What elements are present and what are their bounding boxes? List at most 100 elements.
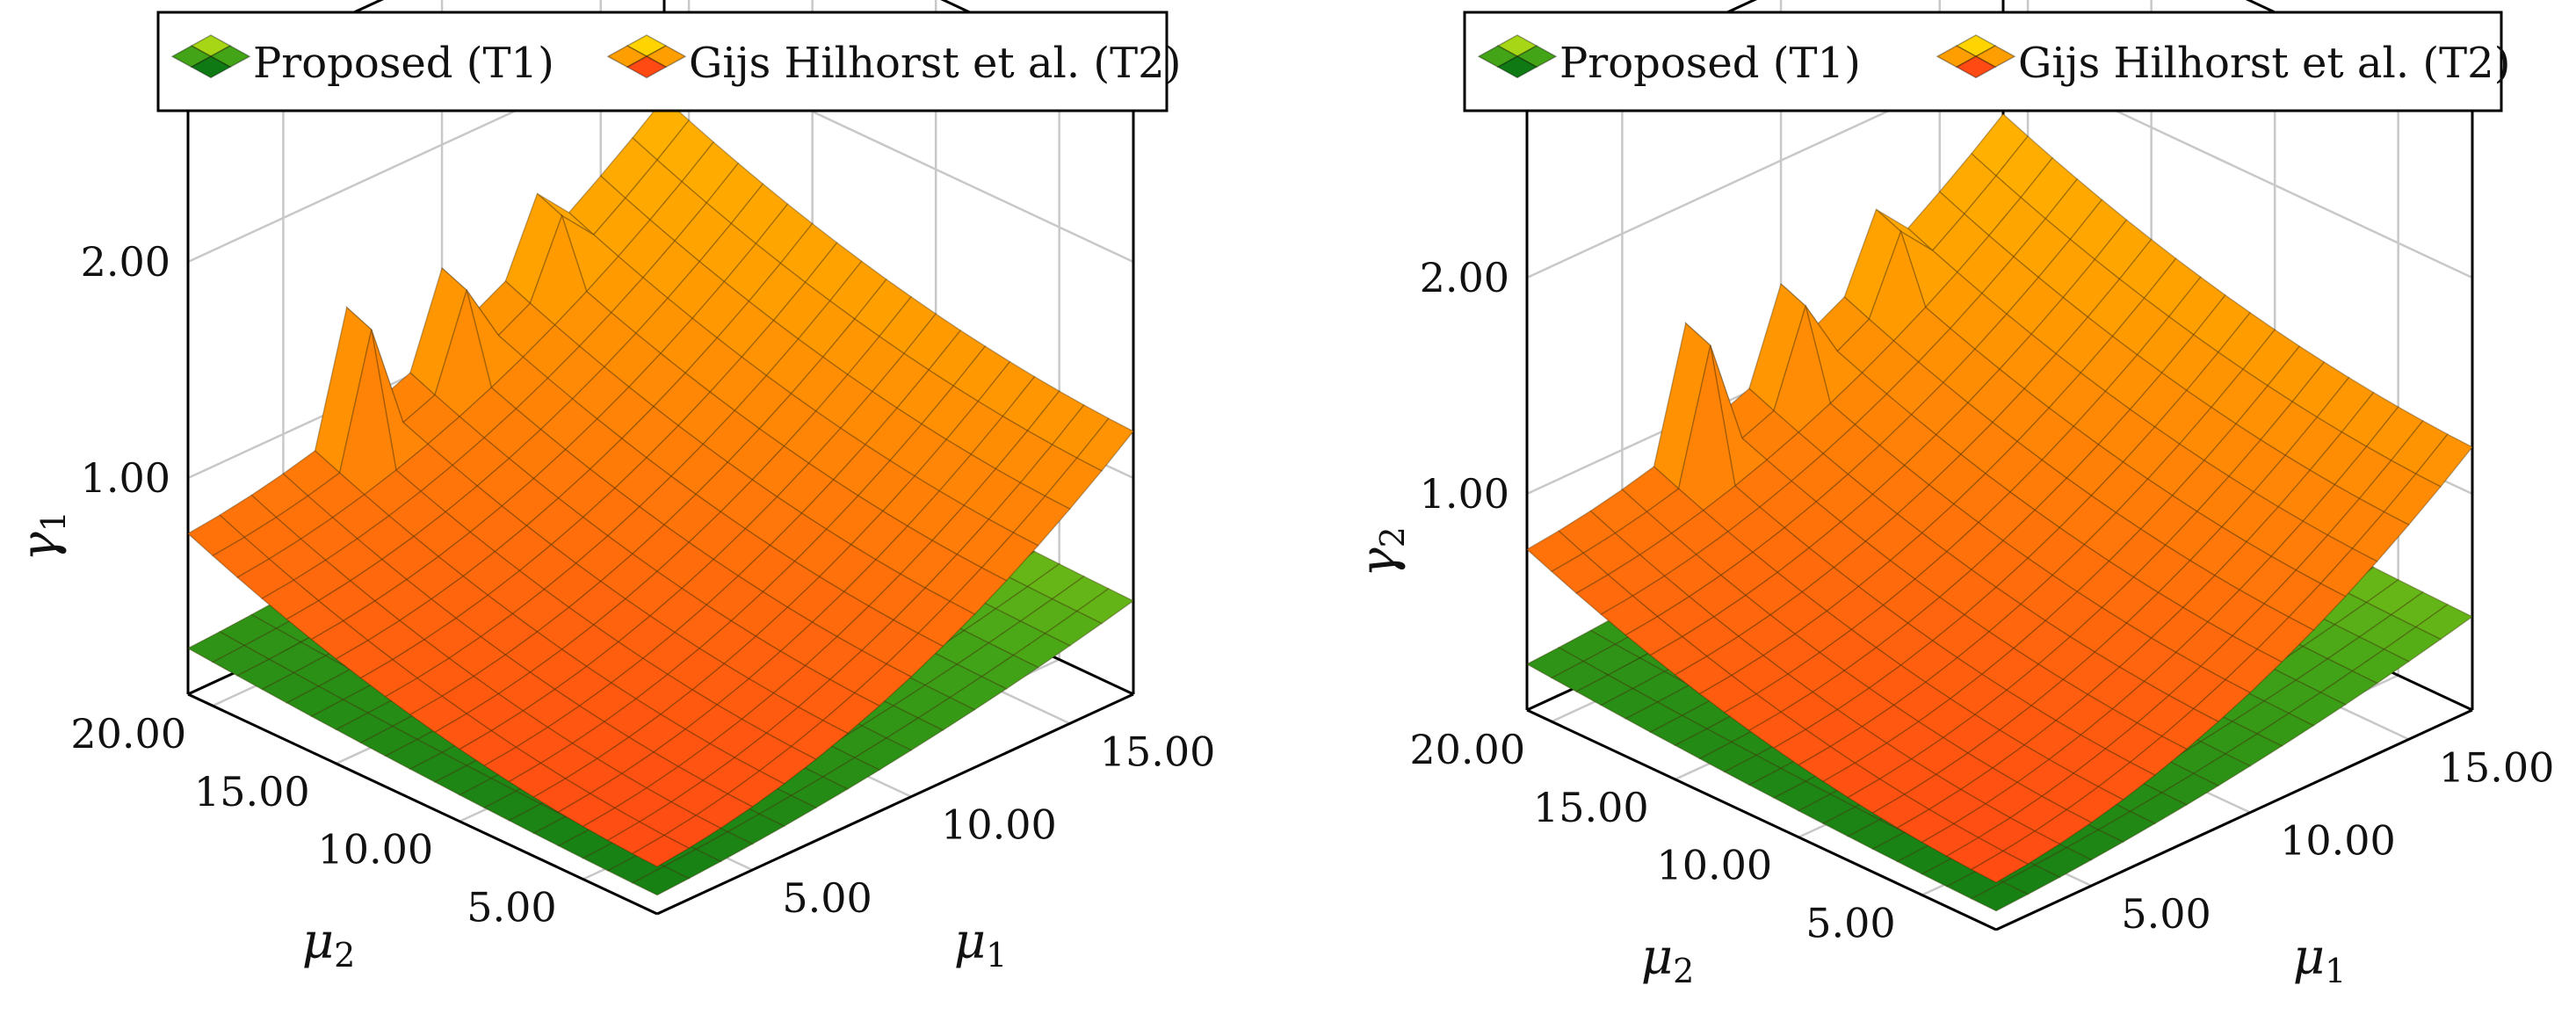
surface-patch (726, 770, 785, 808)
surface-patch (507, 803, 568, 834)
surface-patch (790, 720, 850, 760)
surface-patch (1833, 540, 1892, 588)
surface-patch (2301, 623, 2361, 660)
x-tick-label: 10.00 (941, 801, 1057, 849)
surface-t2 (186, 97, 1135, 867)
legend-label-t2: Gijs Hilhorst et al. (T2) (689, 39, 1181, 88)
surface-patch (1829, 372, 1888, 426)
surface-patch (662, 848, 722, 880)
legend-swatch-t2 (606, 34, 687, 79)
surface-patch (1899, 640, 1958, 684)
surface-patch (2199, 634, 2259, 681)
surface-patch (836, 605, 895, 652)
surface-patch (2189, 525, 2248, 576)
surface-patch (2023, 352, 2082, 409)
surface-patch (2255, 712, 2315, 747)
legend-swatch-cell (190, 55, 232, 79)
x-axis-label: μ1 (2293, 929, 2347, 990)
surface-patch (2294, 657, 2354, 693)
surface-patch (1970, 881, 2030, 912)
surface-patch (419, 464, 479, 513)
surface-patch (2132, 544, 2191, 594)
surface-patch (490, 710, 549, 749)
surface-patch (433, 765, 493, 796)
legend-swatch-t1 (1477, 34, 1558, 79)
z-tick-label: 2.00 (81, 238, 170, 286)
surface-patch (1876, 208, 1934, 251)
surface-patch (853, 278, 913, 337)
axis-edge (1995, 708, 2473, 931)
tick-labels: 1.002.005.0010.0015.005.0010.0015.0020.0… (70, 238, 1215, 931)
surface-patch (1892, 681, 1952, 723)
surface-patch (2260, 401, 2319, 457)
surface-patch (447, 635, 507, 678)
surface-patch (1896, 483, 1955, 534)
surface-patch (2253, 454, 2312, 508)
surface-patch (387, 490, 447, 538)
surface-patch (1075, 417, 1135, 472)
surface-patch (2005, 663, 2065, 707)
surface-patch (2016, 407, 2075, 461)
surface-patch (2062, 651, 2121, 696)
surface-patch (1847, 444, 1906, 496)
surface-patch (2365, 578, 2425, 616)
surface-patch (641, 631, 701, 676)
surface-patch (1599, 687, 1660, 720)
surface-patch (613, 456, 673, 508)
surface-patch (2062, 258, 2121, 318)
surface-patch (1772, 780, 1832, 812)
surface-patch (765, 706, 824, 748)
surface-patch (335, 712, 394, 744)
surface-patch (2008, 795, 2068, 832)
surface-patch (1903, 773, 1963, 810)
surface-patch (970, 415, 1029, 470)
surface-patch (1850, 604, 1909, 649)
surface-patch (1574, 674, 1634, 707)
legend-label-t1: Proposed (T1) (1559, 39, 1861, 88)
surface-patch (804, 242, 863, 302)
surface-patch (1847, 778, 1906, 814)
surface-patch (2030, 296, 2089, 355)
surface-patch (2012, 620, 2072, 665)
legend-swatch-cell (1955, 55, 1997, 79)
surface-patch (2139, 494, 2198, 547)
surface-patch (342, 600, 402, 641)
surface-patch (931, 504, 990, 555)
surface-patch (1836, 318, 1895, 374)
surface-patch (638, 475, 698, 526)
surface-patch (2224, 733, 2283, 767)
surface-patch (1751, 526, 1811, 574)
surface-patch (1956, 235, 2015, 294)
surface-patch (2015, 758, 2075, 798)
surface-patch (261, 579, 320, 620)
surface-patch (1044, 610, 1103, 647)
surface-patch (2143, 257, 2202, 318)
y-tick-label: 20.00 (70, 710, 186, 757)
surface-patch (1730, 655, 1790, 695)
surface-patch (1970, 850, 2030, 883)
surface-patch (1710, 344, 1769, 488)
legend: Proposed (T1) Gijs Hilhorst et al. (T2) (1463, 11, 2510, 112)
y-tick-label: 5.00 (467, 884, 556, 931)
surface-patch (610, 276, 669, 335)
surface-patch (2069, 199, 2128, 261)
surface-patch (1952, 472, 2012, 524)
surface-patch (797, 300, 856, 359)
surface-patch (2255, 616, 2315, 663)
surface-patch (1776, 547, 1835, 593)
surface-patch (821, 692, 881, 735)
surface-patch (1846, 819, 1907, 850)
surface-patch (497, 302, 556, 359)
surface-patch (2146, 443, 2205, 496)
surface-patch (2019, 574, 2079, 622)
y-tick-label: 10.00 (1656, 842, 1772, 889)
surface-patch (1733, 459, 1793, 509)
surface-patch (2129, 792, 2189, 825)
surface-patch (1829, 726, 1888, 765)
surface-patch (286, 599, 344, 641)
surface-patch (860, 619, 920, 665)
surface-patch (1002, 375, 1060, 432)
legend-swatch-t2 (1936, 34, 2016, 79)
surface-patch (1896, 808, 1956, 844)
surface-patch (1758, 480, 1818, 529)
